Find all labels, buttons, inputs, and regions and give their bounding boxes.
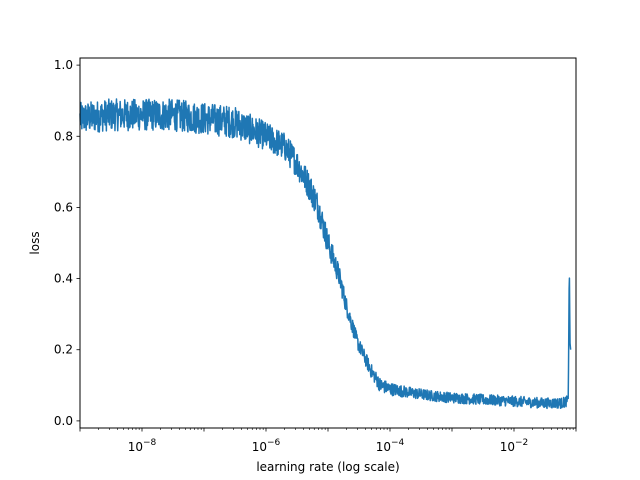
x-tick-label: 10−4: [376, 438, 405, 454]
y-tick-label: 0.6: [54, 200, 73, 214]
y-tick-label: 0.8: [54, 129, 73, 143]
y-tick-label: 1.0: [54, 58, 73, 72]
y-tick-label: 0.0: [54, 414, 73, 428]
x-axis-label: learning rate (log scale): [256, 460, 399, 474]
y-tick-label: 0.4: [54, 272, 73, 286]
x-axis: 10−8 10−6 10−4 10−2: [79, 428, 577, 454]
y-axis-label: loss: [28, 231, 42, 254]
x-tick-label: 10−2: [500, 438, 529, 454]
y-tick-label: 0.2: [54, 343, 73, 357]
series-line-0: [79, 98, 572, 410]
y-axis: 0.0 0.2 0.4 0.6 0.8 1.0: [54, 58, 80, 428]
series-layer: [79, 98, 572, 410]
x-tick-label: 10−8: [128, 438, 157, 454]
x-tick-label: 10−6: [252, 438, 281, 454]
